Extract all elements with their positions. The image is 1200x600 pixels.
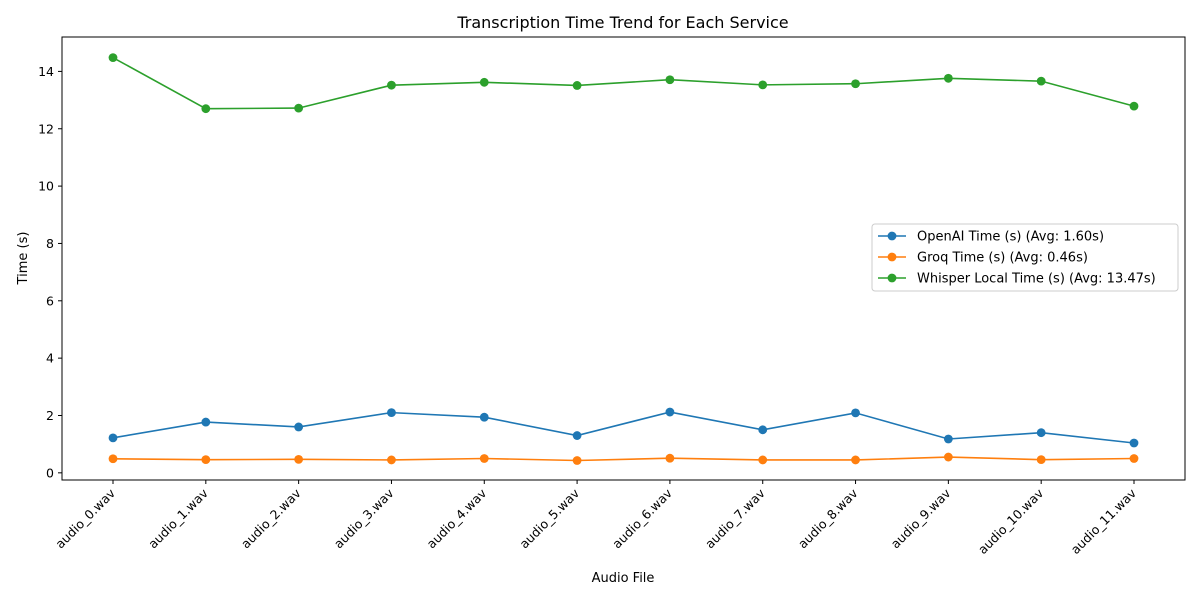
legend-marker [887,231,897,241]
data-point [1129,438,1139,448]
legend-label: OpenAI Time (s) (Avg: 1.60s) [917,230,1104,245]
data-point [572,456,582,465]
data-point [294,422,304,432]
y-tick-label: 14 [38,64,54,79]
data-point [1129,454,1139,463]
data-point [1036,455,1046,465]
data-point [108,454,118,464]
data-point [387,408,396,418]
legend-marker [887,252,897,262]
data-point [943,452,953,462]
data-point [572,81,582,90]
data-point [479,77,489,87]
legend-label: Groq Time (s) (Avg: 0.46s) [917,251,1088,266]
legend-marker [887,273,897,283]
legend-label: Whisper Local Time (s) (Avg: 13.47s) [917,272,1156,287]
data-point [201,455,211,465]
data-point [572,431,582,440]
y-axis-title: Time (s) [16,232,31,286]
data-point [1036,76,1046,86]
data-point [758,455,768,465]
data-point [758,80,768,90]
data-point [1129,101,1139,111]
data-point [479,454,489,463]
data-point [665,407,675,417]
series-line [112,456,1135,462]
y-tick-label: 2 [46,408,54,423]
data-point [479,412,489,422]
data-point [108,433,118,443]
y-tick-label: 6 [46,293,54,308]
y-tick-label: 12 [38,121,54,136]
data-point [294,454,304,464]
legend-box [871,223,1179,292]
data-point [387,455,396,465]
y-tick-label: 0 [46,465,54,480]
data-point [851,408,860,418]
data-point [201,417,211,427]
data-point [108,53,118,63]
data-point [758,425,768,435]
legend: OpenAI Time (s) (Avg: 1.60s) Groq Time (s… [871,223,1179,292]
series-line [112,411,1135,444]
data-point [851,455,860,465]
data-point [851,79,860,89]
y-tick-label: 10 [38,179,54,194]
y-axis: 0 2 4 6 8 10 12 14 [38,64,62,480]
y-tick-label: 4 [46,351,54,366]
chart-title: Transcription Time Trend for Each Servic… [456,13,788,32]
data-point [1036,428,1046,438]
data-point [294,103,304,113]
data-point [943,73,953,83]
data-point [201,104,211,114]
x-axis-title: Audio File [592,571,655,586]
data-point [665,75,675,85]
series-layer [108,53,1139,465]
data-point [943,434,953,444]
series-line [112,56,1135,110]
plot-area-frame [61,36,1186,481]
data-point [387,80,396,90]
y-tick-label: 8 [46,236,54,251]
data-point [665,453,675,463]
